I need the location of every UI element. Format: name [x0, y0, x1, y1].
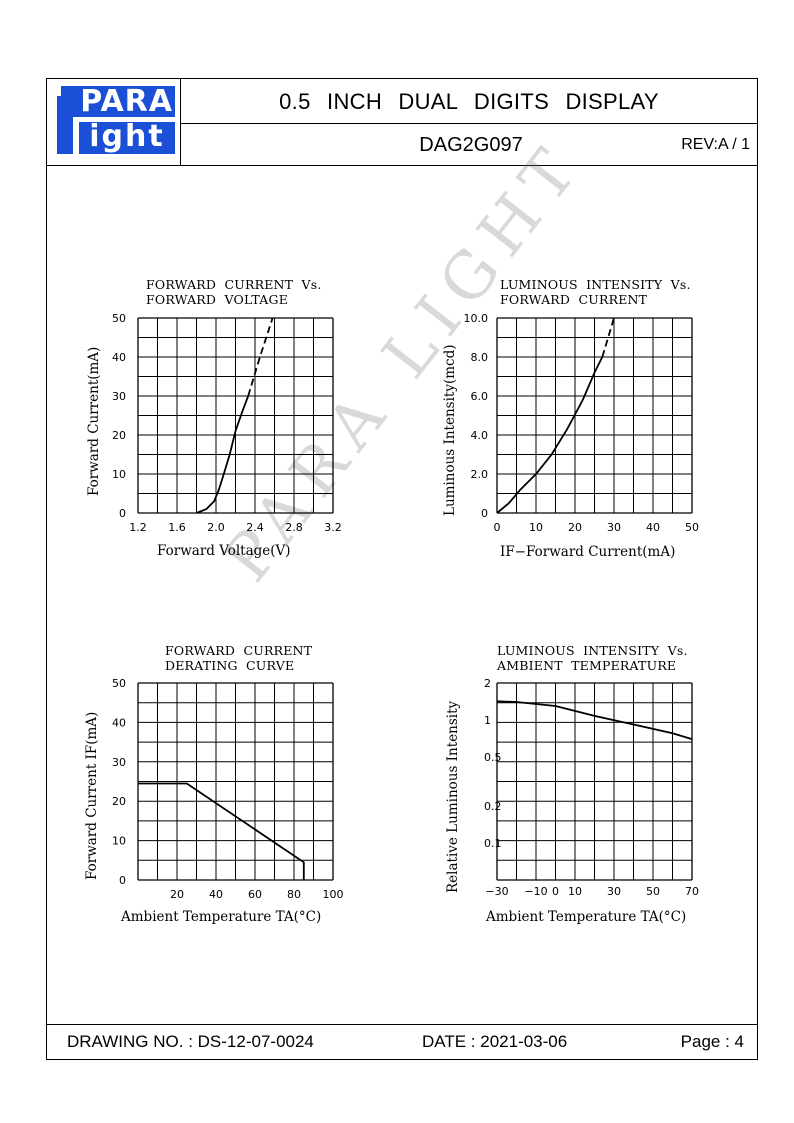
chart3-series-line: [138, 782, 305, 880]
chart1-series-line: [196, 395, 250, 514]
chart4-xtick: 30: [607, 885, 621, 898]
chart2-xtick: 0: [494, 521, 501, 534]
logo-bottom-text: ight: [79, 122, 175, 154]
chart3-xtick: 20: [170, 888, 184, 901]
chart2-ytick: 8.0: [471, 351, 489, 364]
document-title: 0.5 INCH DUAL DIGITS DISPLAY: [279, 89, 659, 114]
chart3-ytick: 40: [112, 716, 126, 729]
chart4-xtick: 70: [685, 885, 699, 898]
logo-top-text: PARA: [61, 86, 175, 117]
header-divider: [180, 123, 758, 125]
chart4-title: LUMINOUS INTENSITY Vs. AMBIENT TEMPERATU…: [497, 643, 688, 673]
chart1-xtick: 2.0: [207, 521, 225, 534]
logo-divider: [180, 78, 182, 166]
chart2-xtick: 10: [529, 521, 543, 534]
chart2-ytick: 2.0: [471, 468, 489, 481]
chart3-ytick: 0: [119, 874, 126, 887]
chart1-xlabel: Forward Voltage(V): [157, 543, 291, 559]
part-number: DAG2G097: [419, 134, 523, 156]
chart1-series-line: [247, 317, 274, 397]
chart2-ytick: 0: [481, 507, 488, 520]
chart1-title: FORWARD CURRENT Vs. FORWARD VOLTAGE: [146, 277, 322, 307]
chart2-series-line: [601, 317, 615, 358]
chart2-xlabel: IF−Forward Current(mA): [500, 544, 676, 560]
page-number: Page : 4: [680, 1032, 744, 1051]
chart4-ytick: 0.2: [484, 800, 502, 813]
chart1-ytick: 40: [112, 351, 126, 364]
header-bottom-line: [46, 165, 758, 167]
chart1-ytick: 50: [112, 312, 126, 325]
chart1-xtick: 3.2: [324, 521, 342, 534]
chart1-ytick: 30: [112, 390, 126, 403]
chart2-xtick: 20: [568, 521, 582, 534]
chart2-title: LUMINOUS INTENSITY Vs. FORWARD CURRENT: [500, 277, 691, 307]
chart3-xtick: 80: [287, 888, 301, 901]
chart4-ytick: 1: [484, 714, 491, 727]
chart4-xtick: 10: [568, 885, 582, 898]
chart1-xtick: 2.4: [246, 521, 264, 534]
chart2-ytick: 10.0: [464, 312, 489, 325]
chart1-xtick: 2.8: [285, 521, 303, 534]
chart3-title: FORWARD CURRENT DERATING CURVE: [165, 643, 313, 673]
chart3-xtick: 60: [248, 888, 262, 901]
chart3-ytick: 10: [112, 835, 126, 848]
revision: REV:A / 1: [681, 136, 750, 153]
chart2-xtick: 40: [646, 521, 660, 534]
chart2-xtick: 30: [607, 521, 621, 534]
chart3-ytick: 20: [112, 795, 126, 808]
chart4-xlabel: Ambient Temperature TA(°C): [486, 909, 687, 925]
chart4-xtick: −10: [524, 885, 547, 898]
page-frame: [46, 78, 758, 1060]
chart4-ytick: 2: [484, 677, 491, 690]
chart3-xtick: 40: [209, 888, 223, 901]
chart3-ytick: 50: [112, 677, 126, 690]
chart3-xlabel: Ambient Temperature TA(°C): [121, 909, 322, 925]
chart2-xtick: 50: [685, 521, 699, 534]
chart2-ytick: 6.0: [471, 390, 489, 403]
chart1-ytick: 20: [112, 429, 126, 442]
chart1-ytick: 10: [112, 468, 126, 481]
chart3-xtick: 100: [323, 888, 344, 901]
chart4-xtick: 0: [552, 885, 559, 898]
chart4-ytick: 0.5: [484, 751, 502, 764]
chart1-xtick: 1.6: [168, 521, 186, 534]
document-date: DATE : 2021-03-06: [422, 1032, 568, 1051]
chart4-xtick: −30: [485, 885, 508, 898]
chart3-ytick: 30: [112, 756, 126, 769]
footer-top-line: [46, 1024, 758, 1026]
drawing-number: DRAWING NO. : DS-12-07-0024: [67, 1032, 314, 1051]
chart2-series-line: [496, 356, 604, 514]
chart4-series-line: [496, 700, 693, 740]
chart4-ytick: 0.1: [484, 837, 502, 850]
chart1-xtick: 1.2: [129, 521, 147, 534]
chart2-ytick: 4.0: [471, 429, 489, 442]
chart4-xtick: 50: [646, 885, 660, 898]
para-light-logo: PARA ight: [57, 86, 175, 154]
chart1-ytick: 0: [119, 507, 126, 520]
